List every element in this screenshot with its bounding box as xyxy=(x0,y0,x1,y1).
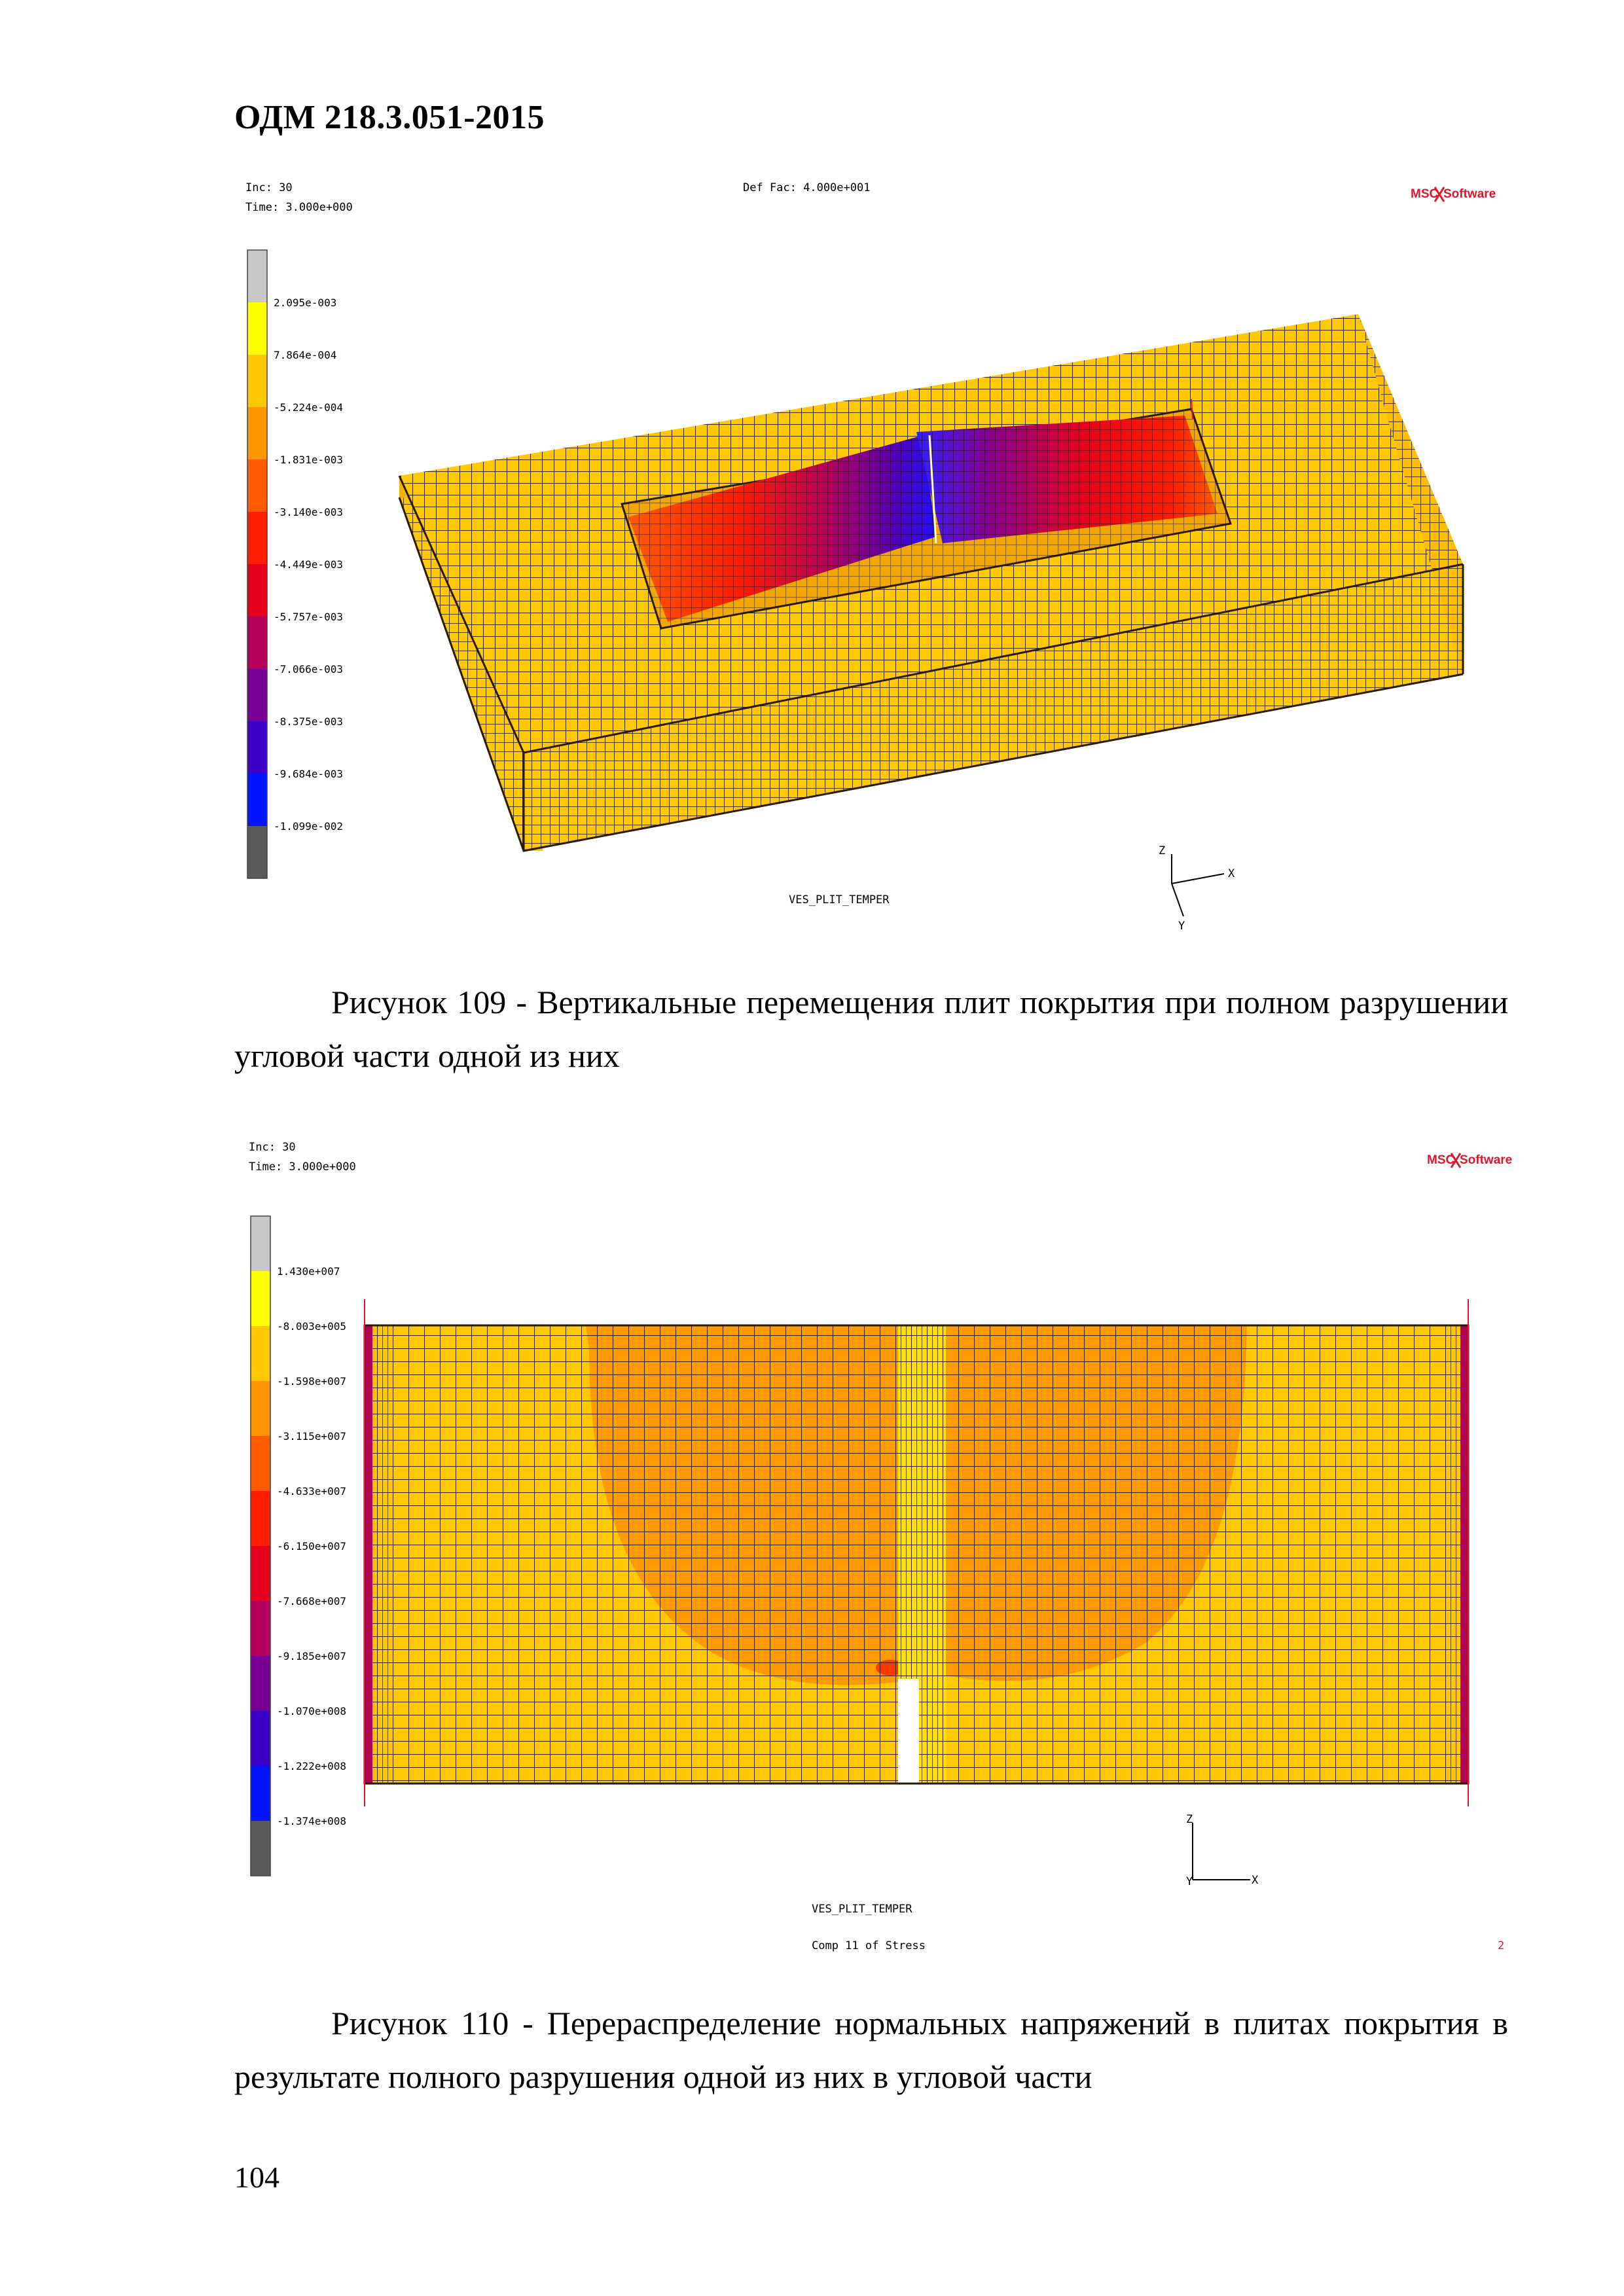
svg-text:Software: Software xyxy=(1460,1153,1512,1167)
legend-value: -1.598e+007 xyxy=(277,1375,346,1388)
legend-swatch xyxy=(251,1601,270,1656)
document-code-header: ОДМ 218.3.051-2015 xyxy=(234,99,545,136)
legend-value: -6.150e+007 xyxy=(277,1540,346,1552)
legend-swatch xyxy=(251,1271,270,1326)
figure-109-displacement-plot: Inc: 30 Time: 3.000e+000 Def Fac: 4.000e… xyxy=(245,181,1496,933)
legend-displacement: 2.095e-003 7.864e-004 -5.224e-004 -1.831e-0… xyxy=(247,249,343,879)
legend-swatch xyxy=(247,564,267,617)
legend-value: -5.757e-003 xyxy=(274,611,343,623)
svg-text:MSC: MSC xyxy=(1411,187,1439,201)
legend-swatch xyxy=(251,1491,270,1546)
figure-109-caption: Рисунок 109 - Вертикальные перемещения п… xyxy=(234,984,1508,1074)
legend-value: -3.115e+007 xyxy=(277,1430,346,1443)
figure-110-stress-plot: Inc: 30 Time: 3.000e+000 MSC Software 1.… xyxy=(249,1141,1512,1952)
legend-value: -9.185e+007 xyxy=(277,1650,346,1662)
figure-110-caption: Рисунок 110 - Перераспределение нормальн… xyxy=(234,2005,1508,2095)
result-index-label: 2 xyxy=(1498,1939,1504,1952)
legend-value: -5.224e-004 xyxy=(274,401,343,414)
legend-value: -7.668e+007 xyxy=(277,1595,346,1607)
inc-label: Inc: 30 xyxy=(245,181,293,194)
time-label: Time: 3.000e+000 xyxy=(245,201,353,214)
legend-value: -3.140e-003 xyxy=(274,506,343,518)
legend-swatch xyxy=(247,512,267,564)
legend-swatch xyxy=(251,1546,270,1601)
legend-value: -1.222e+008 xyxy=(277,1760,346,1772)
legend-swatch xyxy=(247,617,267,669)
legend-value: -1.070e+008 xyxy=(277,1705,346,1717)
legend-swatch xyxy=(247,355,267,407)
legend-value: -1.099e-002 xyxy=(274,820,343,833)
slab-3d-model xyxy=(398,314,1464,852)
legend-swatch xyxy=(251,1326,270,1381)
result-name-label: Comp 11 of Stress xyxy=(812,1939,926,1952)
legend-swatch xyxy=(247,459,267,512)
model-name-label: VES_PLIT_TEMPER xyxy=(812,1903,912,1916)
legend-stress: 1.430e+007 -8.003e+005 -1.598e+007 -3.115e+… xyxy=(250,1215,346,1876)
inc-label: Inc: 30 xyxy=(249,1141,296,1154)
legend-swatch xyxy=(251,1216,270,1271)
legend-swatch xyxy=(251,1766,270,1821)
model-name-label: VES_PLIT_TEMPER xyxy=(789,893,890,906)
msc-software-logo: MSC Software xyxy=(1427,1153,1512,1168)
legend-value: -8.003e+005 xyxy=(277,1320,346,1333)
svg-text:MSC: MSC xyxy=(1427,1153,1455,1167)
legend-swatch xyxy=(247,774,267,826)
legend-swatch xyxy=(247,826,267,878)
legend-swatch xyxy=(247,302,267,355)
legend-value: -4.449e-003 xyxy=(274,558,343,571)
msc-software-logo: MSC Software xyxy=(1411,187,1496,202)
legend-value: 1.430e+007 xyxy=(277,1265,340,1278)
axis-triad: Z X Y xyxy=(1186,1813,1259,1888)
legend-value: -9.684e-003 xyxy=(274,768,343,780)
legend-value: -1.374e+008 xyxy=(277,1815,346,1827)
legend-swatch xyxy=(251,1821,270,1876)
svg-text:X: X xyxy=(1252,1874,1259,1887)
def-fac-label: Def Fac: 4.000e+001 xyxy=(743,181,870,194)
legend-value: -7.066e-003 xyxy=(274,663,343,675)
legend-value: 7.864e-004 xyxy=(274,349,336,361)
svg-text:Software: Software xyxy=(1443,187,1496,201)
legend-swatch xyxy=(247,721,267,774)
legend-swatch xyxy=(251,1711,270,1766)
time-label: Time: 3.000e+000 xyxy=(249,1160,356,1174)
legend-swatch xyxy=(247,250,267,302)
svg-text:Z: Z xyxy=(1159,844,1165,857)
axis-triad: Z X Y xyxy=(1159,844,1235,933)
legend-swatch xyxy=(251,1656,270,1711)
legend-swatch xyxy=(251,1381,270,1436)
legend-swatch xyxy=(251,1436,270,1491)
slab-elevation-model xyxy=(363,1299,1470,1806)
legend-value: -8.375e-003 xyxy=(274,715,343,728)
svg-text:Y: Y xyxy=(1178,920,1185,933)
legend-value: -4.633e+007 xyxy=(277,1485,346,1498)
svg-text:X: X xyxy=(1228,867,1235,880)
svg-text:Z: Z xyxy=(1186,1813,1193,1826)
legend-swatch xyxy=(247,669,267,721)
svg-text:Y: Y xyxy=(1186,1875,1193,1888)
legend-value: 2.095e-003 xyxy=(274,296,336,309)
legend-value: -1.831e-003 xyxy=(274,454,343,466)
page-number: 104 xyxy=(234,2161,280,2194)
legend-swatch xyxy=(247,407,267,459)
